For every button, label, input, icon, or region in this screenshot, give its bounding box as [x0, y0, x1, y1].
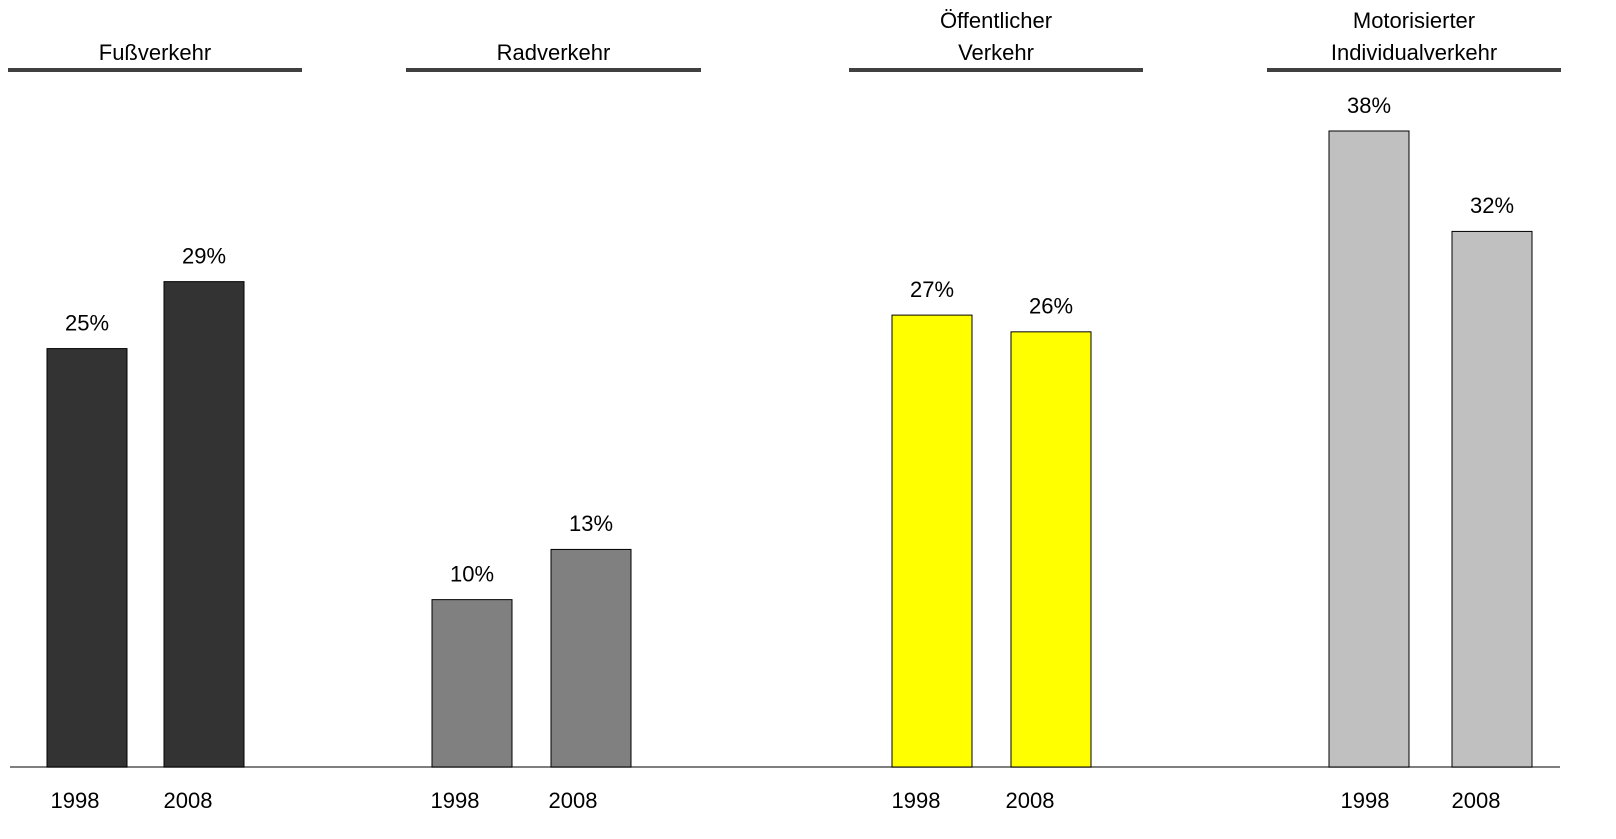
- value-label: 25%: [65, 310, 109, 335]
- x-tick-label: 1998: [892, 788, 941, 813]
- value-label: 38%: [1347, 93, 1391, 118]
- x-tick-label: 1998: [431, 788, 480, 813]
- x-tick-label: 1998: [51, 788, 100, 813]
- group-title: Fußverkehr: [99, 40, 211, 65]
- bar: [1010, 331, 1092, 768]
- value-label: 27%: [910, 277, 954, 302]
- value-label: 26%: [1029, 294, 1073, 319]
- bar: [1451, 230, 1533, 768]
- group-title: Öffentlicher: [940, 8, 1052, 33]
- bar: [1328, 130, 1410, 768]
- group-title: Radverkehr: [497, 40, 611, 65]
- x-tick-label: 2008: [1006, 788, 1055, 813]
- value-label: 10%: [450, 561, 494, 586]
- x-tick-label: 1998: [1341, 788, 1390, 813]
- value-label: 29%: [182, 243, 226, 268]
- value-label: 13%: [569, 511, 613, 536]
- x-tick-label: 2008: [1452, 788, 1501, 813]
- group-title: Verkehr: [958, 40, 1034, 65]
- bar: [431, 599, 513, 768]
- value-label: 32%: [1470, 193, 1514, 218]
- x-tick-label: 2008: [164, 788, 213, 813]
- x-tick-label: 2008: [549, 788, 598, 813]
- bar: [163, 281, 245, 768]
- bar: [891, 314, 973, 768]
- group-title: Individualverkehr: [1331, 40, 1497, 65]
- group-title: Motorisierter: [1353, 8, 1475, 33]
- bar: [46, 348, 128, 768]
- bar: [550, 548, 632, 768]
